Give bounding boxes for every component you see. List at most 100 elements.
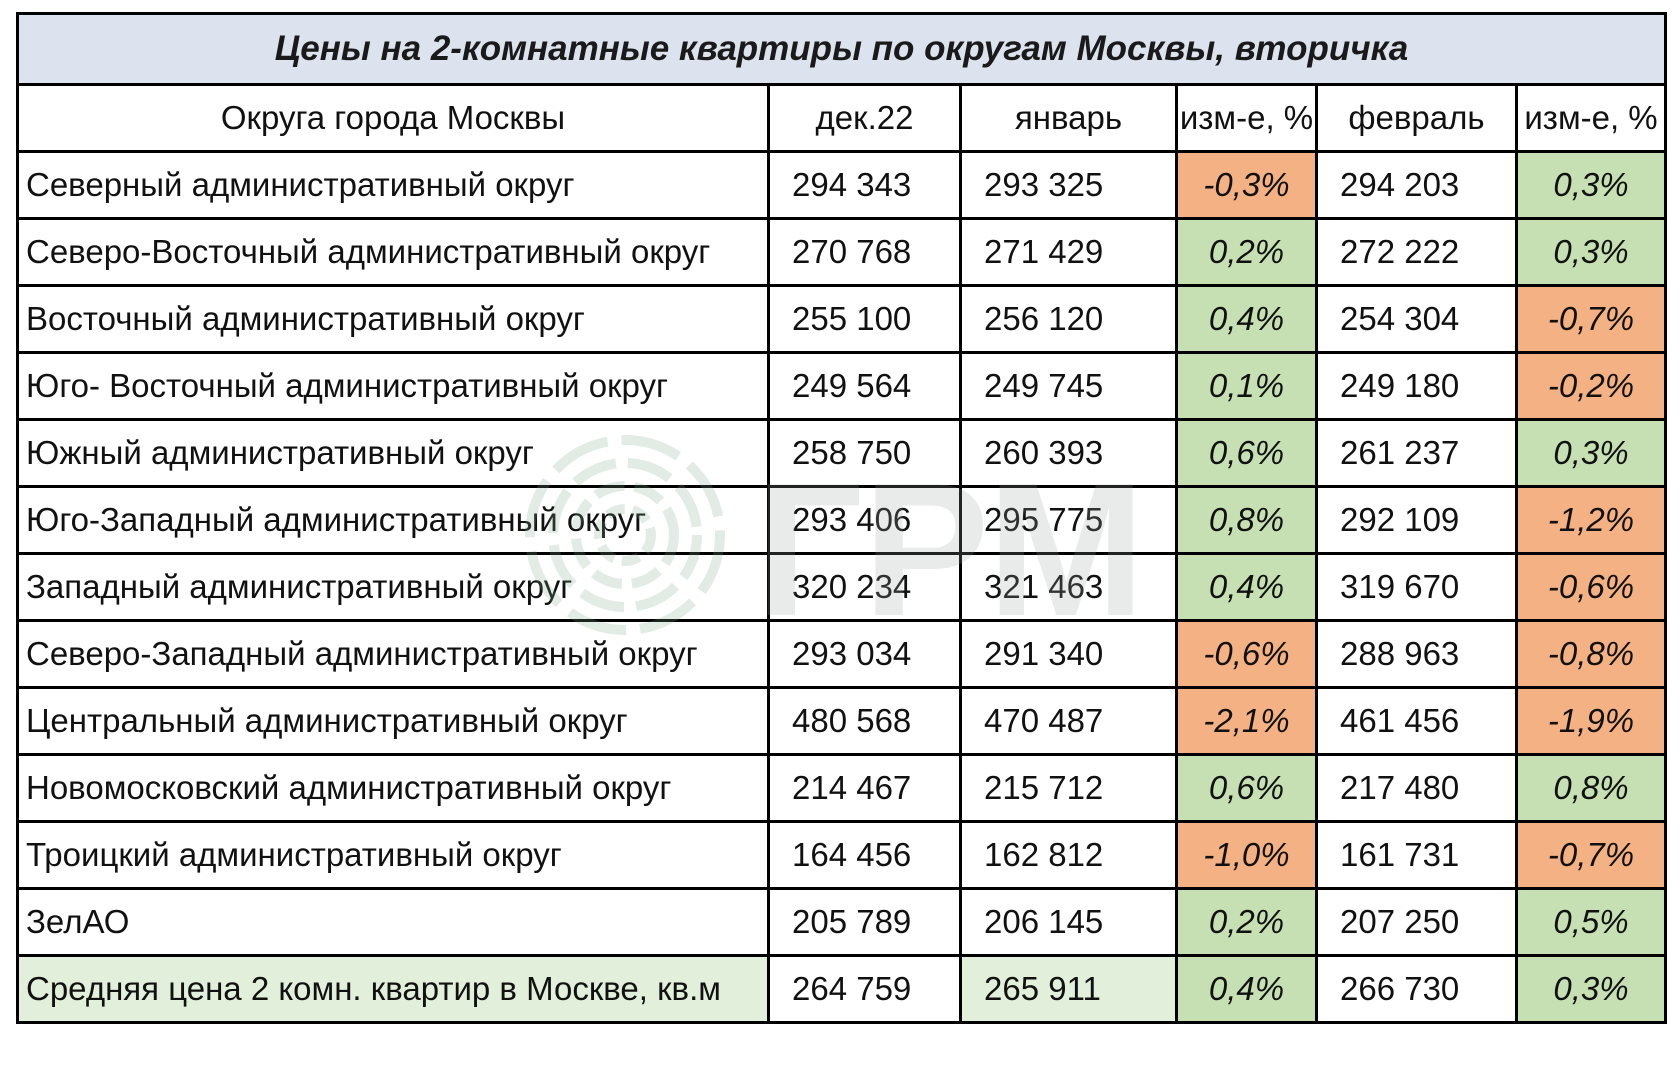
header-dec: дек.22 — [767, 83, 962, 153]
jan-price-cell: 295 775 — [959, 485, 1178, 555]
dec-price-cell: 258 750 — [767, 418, 962, 488]
feb-price-cell: 249 180 — [1315, 351, 1518, 421]
change-feb-cell: 0,5% — [1514, 887, 1668, 957]
change-jan-cell: 0,4% — [1175, 552, 1318, 622]
feb-price-cell: 254 304 — [1315, 284, 1518, 354]
change-feb-cell: 0,3% — [1514, 418, 1668, 488]
feb-price-cell: 217 480 — [1315, 753, 1518, 823]
table-title: Цены на 2-комнатные квартиры по округам … — [15, 12, 1668, 86]
district-name-cell: Северный административный округ — [16, 150, 770, 220]
change-jan-cell: 0,8% — [1175, 485, 1318, 555]
jan-price-cell: 206 145 — [959, 887, 1178, 957]
feb-price-cell: 294 203 — [1315, 150, 1518, 220]
jan-price-cell: 291 340 — [959, 619, 1178, 689]
jan-price-cell: 260 393 — [959, 418, 1178, 488]
change-feb-cell: -0,6% — [1514, 552, 1668, 622]
district-name-cell: Южный административный округ — [16, 418, 770, 488]
district-name-cell: Восточный административный округ — [16, 284, 770, 354]
feb-price-cell: 292 109 — [1315, 485, 1518, 555]
feb-price-cell: 319 670 — [1315, 552, 1518, 622]
feb-price-cell: 461 456 — [1315, 686, 1518, 756]
district-name-cell: Юго-Западный административный округ — [16, 485, 770, 555]
dec-price-cell: 264 759 — [767, 954, 962, 1024]
change-jan-cell: 0,1% — [1175, 351, 1318, 421]
change-feb-cell: -0,8% — [1514, 619, 1668, 689]
table-body: Северный административный округ 294 343 29… — [16, 150, 1668, 1024]
table-row: Северный административный округ 294 343 29… — [16, 150, 1668, 220]
header-district: Округа города Москвы — [16, 83, 770, 153]
district-name-cell: Новомосковский административный округ — [16, 753, 770, 823]
jan-price-cell: 321 463 — [959, 552, 1178, 622]
change-jan-cell: 0,4% — [1175, 954, 1318, 1024]
jan-price-cell: 215 712 — [959, 753, 1178, 823]
feb-price-cell: 161 731 — [1315, 820, 1518, 890]
average-row: Средняя цена 2 комн. квартир в Москве, к… — [16, 954, 1668, 1024]
dec-price-cell: 293 406 — [767, 485, 962, 555]
feb-price-cell: 288 963 — [1315, 619, 1518, 689]
change-jan-cell: -0,3% — [1175, 150, 1318, 220]
table-row: Центральный административный округ 480 56… — [16, 686, 1668, 756]
change-jan-cell: -2,1% — [1175, 686, 1318, 756]
price-table: Цены на 2-комнатные квартиры по округам … — [15, 12, 1668, 1024]
jan-price-cell: 271 429 — [959, 217, 1178, 287]
table-row: Юго-Западный административный округ 293 4… — [16, 485, 1668, 555]
feb-price-cell: 266 730 — [1315, 954, 1518, 1024]
district-name-cell: ЗелАО — [16, 887, 770, 957]
dec-price-cell: 164 456 — [767, 820, 962, 890]
jan-price-cell: 265 911 — [959, 954, 1178, 1024]
dec-price-cell: 320 234 — [767, 552, 962, 622]
change-jan-cell: 0,2% — [1175, 217, 1318, 287]
table-row: ЗелАО 205 789 206 145 0,2% 207 250 0,5% — [16, 887, 1668, 957]
change-jan-cell: -0,6% — [1175, 619, 1318, 689]
header-row: Округа города Москвы дек.22 январь изм-е… — [16, 83, 1668, 153]
table-row: Восточный административный округ 255 100 2… — [16, 284, 1668, 354]
district-name-cell: Центральный административный округ — [16, 686, 770, 756]
header-change-feb: изм-е, % — [1514, 83, 1668, 153]
change-feb-cell: -1,9% — [1514, 686, 1668, 756]
jan-price-cell: 470 487 — [959, 686, 1178, 756]
jan-price-cell: 256 120 — [959, 284, 1178, 354]
district-name-cell: Северо-Западный административный округ — [16, 619, 770, 689]
dec-price-cell: 255 100 — [767, 284, 962, 354]
change-jan-cell: 0,6% — [1175, 418, 1318, 488]
change-jan-cell: 0,4% — [1175, 284, 1318, 354]
feb-price-cell: 261 237 — [1315, 418, 1518, 488]
change-feb-cell: -0,7% — [1514, 820, 1668, 890]
change-feb-cell: 0,3% — [1514, 954, 1668, 1024]
header-feb: февраль — [1315, 83, 1518, 153]
district-name-cell: Юго- Восточный административный округ — [16, 351, 770, 421]
change-feb-cell: -0,2% — [1514, 351, 1668, 421]
table-row: Южный административный округ 258 750 260 3… — [16, 418, 1668, 488]
table-row: Северо-Восточный административный округ 2… — [16, 217, 1668, 287]
dec-price-cell: 293 034 — [767, 619, 962, 689]
dec-price-cell: 270 768 — [767, 217, 962, 287]
dec-price-cell: 249 564 — [767, 351, 962, 421]
header-jan: январь — [959, 83, 1178, 153]
dec-price-cell: 214 467 — [767, 753, 962, 823]
jan-price-cell: 162 812 — [959, 820, 1178, 890]
district-name-cell: Троицкий административный округ — [16, 820, 770, 890]
district-name-cell: Средняя цена 2 комн. квартир в Москве, к… — [16, 954, 770, 1024]
district-name-cell: Западный административный округ — [16, 552, 770, 622]
feb-price-cell: 272 222 — [1315, 217, 1518, 287]
table-row: Новомосковский административный округ 214… — [16, 753, 1668, 823]
change-feb-cell: 0,3% — [1514, 150, 1668, 220]
table-row: Западный административный округ 320 234 32… — [16, 552, 1668, 622]
change-jan-cell: 0,2% — [1175, 887, 1318, 957]
change-jan-cell: 0,6% — [1175, 753, 1318, 823]
dec-price-cell: 480 568 — [767, 686, 962, 756]
header-change-jan: изм-е, % — [1175, 83, 1318, 153]
title-row: Цены на 2-комнатные квартиры по округам … — [15, 12, 1668, 86]
feb-price-cell: 207 250 — [1315, 887, 1518, 957]
change-feb-cell: -1,2% — [1514, 485, 1668, 555]
change-jan-cell: -1,0% — [1175, 820, 1318, 890]
change-feb-cell: 0,3% — [1514, 217, 1668, 287]
table-row: Троицкий административный округ 164 456 16… — [16, 820, 1668, 890]
table-row: Северо-Западный административный округ 29… — [16, 619, 1668, 689]
dec-price-cell: 205 789 — [767, 887, 962, 957]
change-feb-cell: 0,8% — [1514, 753, 1668, 823]
change-feb-cell: -0,7% — [1514, 284, 1668, 354]
table-row: Юго- Восточный административный округ 249… — [16, 351, 1668, 421]
jan-price-cell: 249 745 — [959, 351, 1178, 421]
district-name-cell: Северо-Восточный административный округ — [16, 217, 770, 287]
